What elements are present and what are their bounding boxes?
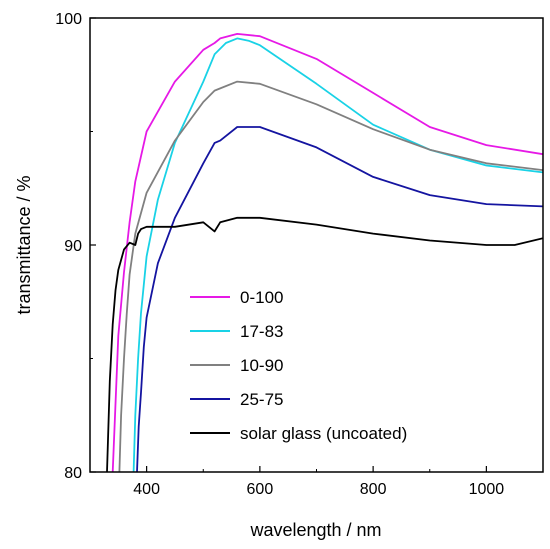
- x-tick-label: 800: [360, 481, 387, 498]
- ticks-layer: 400 600 800 1000 80 90 100: [55, 11, 544, 498]
- series-line-4: [106, 216, 543, 472]
- y-tick-label: 100: [55, 11, 82, 28]
- x-tick-label: 1000: [469, 481, 505, 498]
- legend: 0-100 17-83 10-90 25-75 solar glass (uncoate…: [190, 288, 407, 443]
- x-axis-title: wavelength / nm: [249, 520, 381, 540]
- legend-label-0: 0-100: [240, 288, 283, 307]
- series-line-0: [111, 33, 543, 472]
- legend-label-3: 25-75: [240, 390, 283, 409]
- legend-label-2: 10-90: [240, 356, 283, 375]
- series-layer: [106, 33, 543, 472]
- x-tick-label: 600: [247, 481, 274, 498]
- legend-label-4: solar glass (uncoated): [240, 424, 407, 443]
- y-axis-title: transmittance / %: [14, 175, 34, 314]
- series-line-1: [132, 37, 543, 472]
- series-line-2: [118, 80, 543, 472]
- y-tick-label: 90: [64, 238, 82, 255]
- y-tick-label: 80: [64, 465, 82, 482]
- x-tick-label: 400: [133, 481, 160, 498]
- series-line-3: [136, 126, 543, 472]
- legend-label-1: 17-83: [240, 322, 283, 341]
